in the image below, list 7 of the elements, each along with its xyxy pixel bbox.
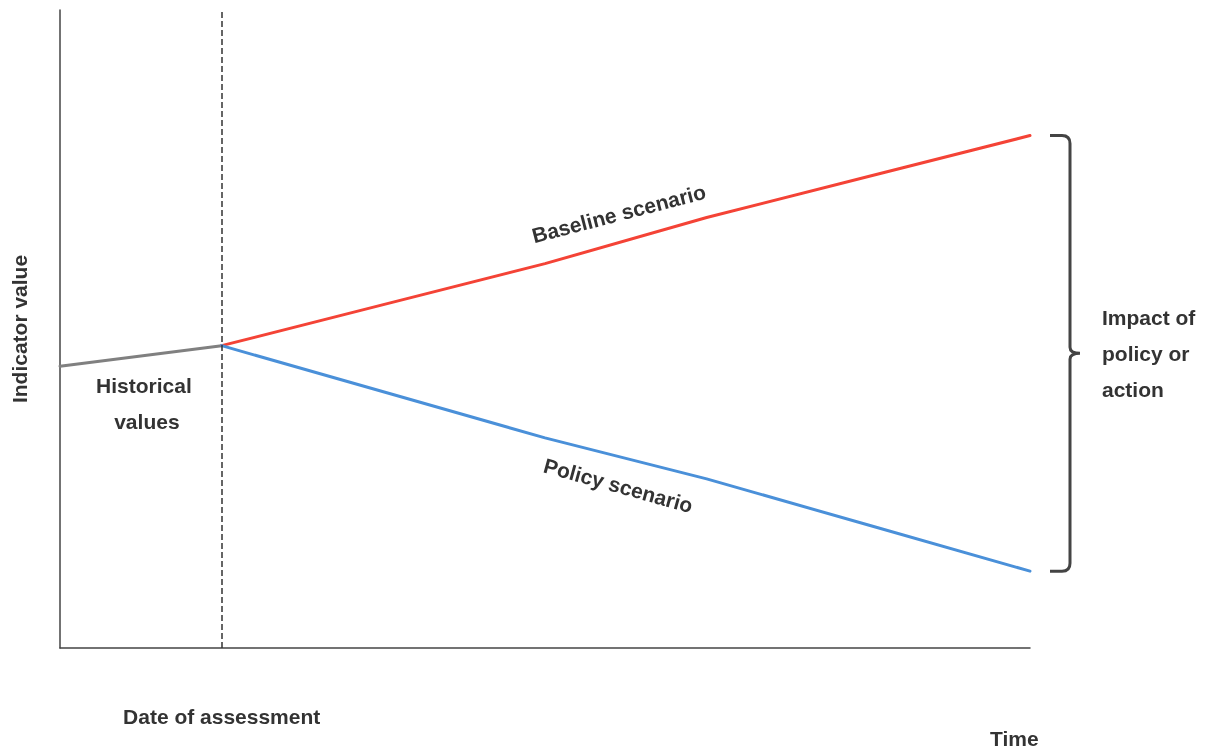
y-axis-title: Indicator value <box>8 254 31 404</box>
x-axis-title: Time <box>990 727 1039 749</box>
text: Date of assessment <box>123 705 321 728</box>
text: Impact of policy or action <box>1102 305 1202 401</box>
text: Policy scenario <box>541 453 696 518</box>
series-label: Historical values <box>96 374 198 434</box>
text: Baseline scenario <box>529 179 709 248</box>
